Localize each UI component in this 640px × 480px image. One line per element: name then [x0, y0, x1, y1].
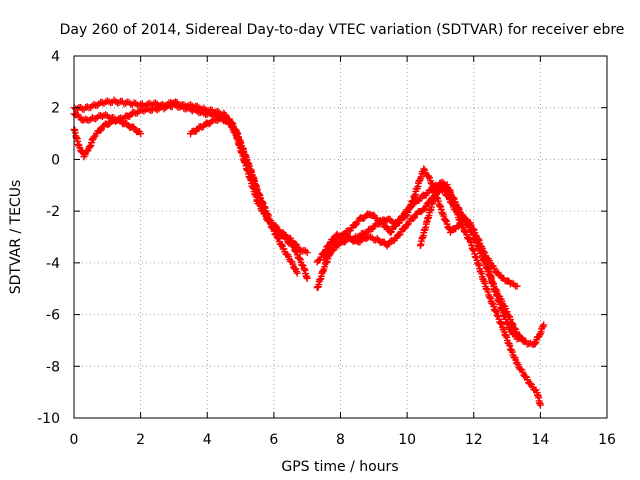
- y-tick-label: -10: [37, 411, 60, 427]
- data-point: [403, 221, 411, 229]
- data-point: [303, 274, 311, 282]
- x-tick-label: 8: [336, 432, 345, 448]
- y-tick-label: 2: [51, 101, 60, 117]
- x-tick-label: 6: [269, 432, 278, 448]
- series-layer: [70, 96, 548, 409]
- x-tick-label: 16: [598, 432, 616, 448]
- data-point: [399, 212, 407, 220]
- track: [187, 113, 301, 277]
- data-point: [465, 219, 473, 227]
- track: [416, 178, 548, 348]
- data-point: [536, 401, 544, 409]
- data-point: [492, 285, 500, 293]
- y-tick-label: 0: [51, 152, 60, 168]
- data-point: [461, 214, 469, 222]
- x-tick-label: 10: [398, 432, 416, 448]
- data-point: [355, 233, 363, 241]
- data-point: [451, 198, 459, 206]
- data-point: [292, 247, 300, 255]
- x-tick-label: 2: [136, 432, 145, 448]
- data-point: [302, 247, 310, 255]
- data-point: [269, 224, 277, 232]
- data-point: [321, 253, 329, 261]
- data-point: [96, 127, 104, 135]
- data-point: [303, 249, 311, 257]
- x-axis: 0 2 4 6 8 10 12 14 16: [70, 56, 616, 448]
- chart-title: Day 260 of 2014, Sidereal Day-to-day VTE…: [60, 22, 625, 38]
- y-tick-label: -8: [46, 359, 60, 375]
- x-axis-label: GPS time / hours: [281, 459, 398, 475]
- x-tick-label: 14: [531, 432, 549, 448]
- x-tick-label: 4: [203, 432, 212, 448]
- data-point: [278, 241, 286, 249]
- y-tick-label: -4: [46, 256, 60, 272]
- data-point: [271, 230, 279, 238]
- data-point: [383, 223, 391, 231]
- data-point: [420, 165, 428, 173]
- data-point: [409, 215, 417, 223]
- data-point: [376, 217, 384, 225]
- data-point: [511, 324, 519, 332]
- x-tick-label: 0: [70, 432, 79, 448]
- data-point: [351, 221, 359, 229]
- data-point: [400, 225, 408, 233]
- data-point: [293, 269, 301, 277]
- series-ebre: [70, 96, 548, 409]
- data-point: [296, 254, 304, 262]
- x-tick-label: 12: [465, 432, 483, 448]
- data-point: [299, 262, 307, 270]
- track: [70, 100, 311, 282]
- data-point: [274, 234, 282, 242]
- data-point: [137, 130, 145, 138]
- data-point: [540, 321, 548, 329]
- data-point: [526, 380, 534, 388]
- data-point: [408, 202, 416, 210]
- y-axis: -10 -8 -6 -4 -2 0 2 4: [37, 49, 607, 427]
- data-point: [531, 340, 539, 348]
- data-point: [454, 205, 462, 213]
- y-tick-label: -6: [46, 308, 60, 324]
- track: [313, 182, 528, 344]
- data-point: [515, 331, 523, 339]
- data-point: [90, 133, 98, 141]
- y-tick-label: 4: [51, 49, 60, 65]
- data-point: [462, 215, 470, 223]
- data-point: [289, 242, 297, 250]
- y-tick-label: -2: [46, 204, 60, 220]
- data-point: [391, 222, 399, 230]
- data-point: [425, 172, 433, 180]
- data-point: [513, 282, 521, 290]
- y-axis-label: SDTVAR / TECUs: [8, 180, 24, 295]
